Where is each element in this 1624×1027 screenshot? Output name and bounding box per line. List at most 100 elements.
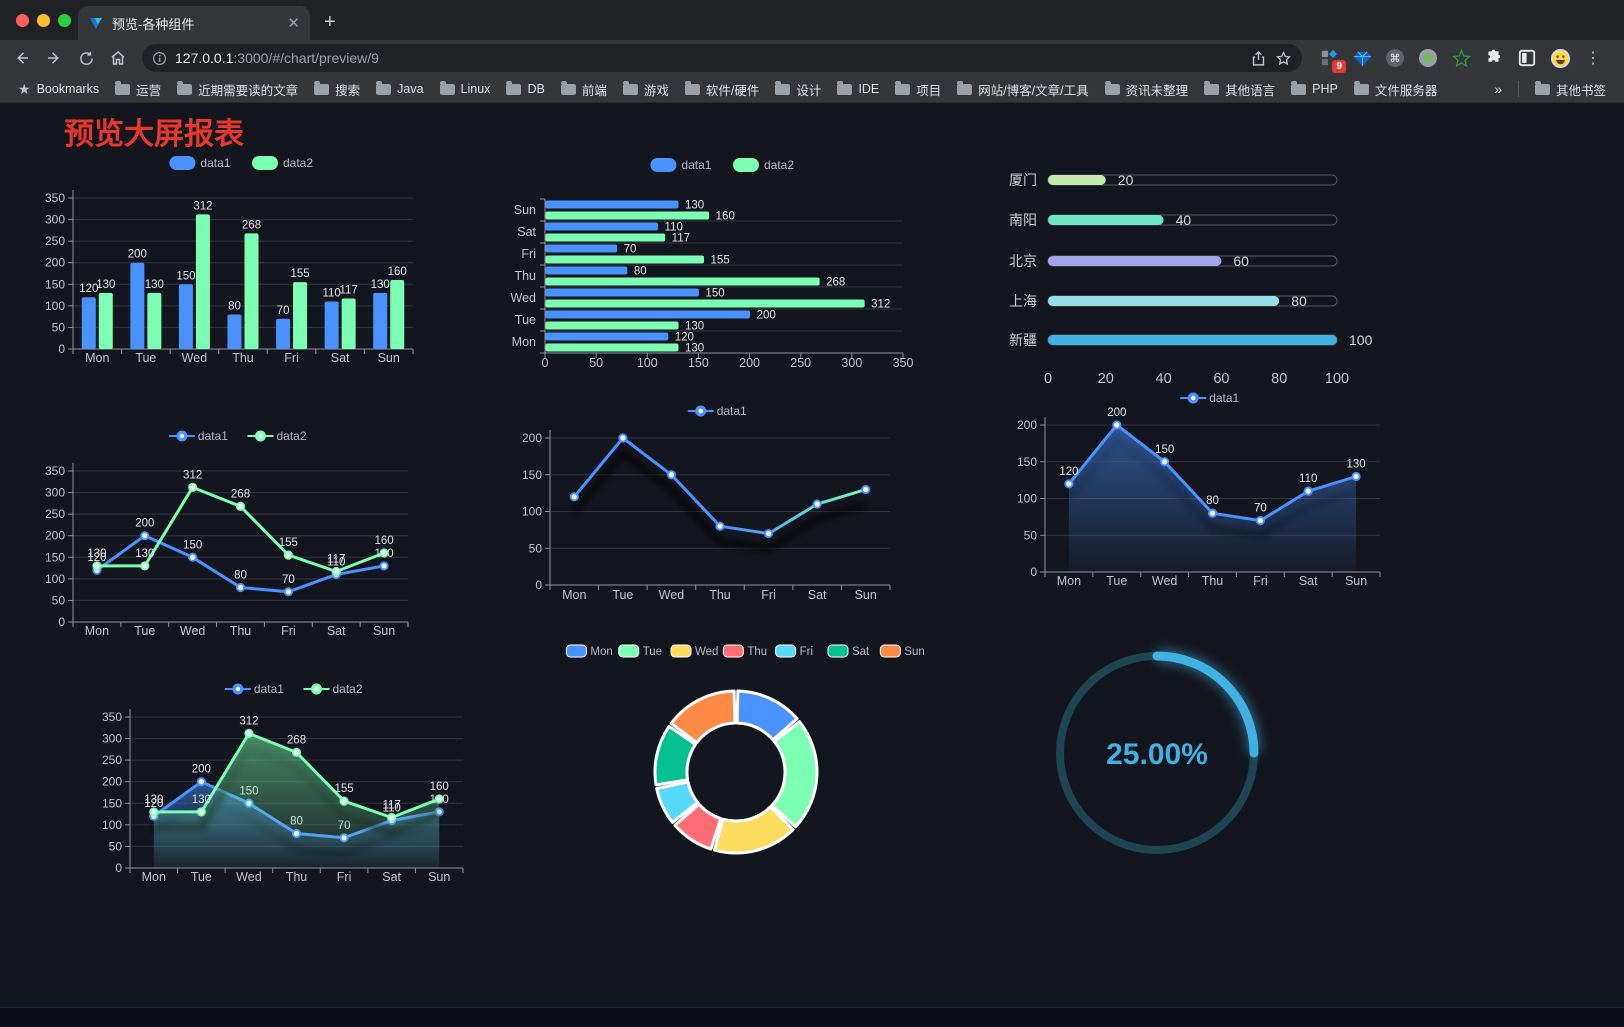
svg-text:20: 20 [1098, 371, 1114, 387]
svg-text:Thu: Thu [747, 646, 767, 658]
svg-text:130: 130 [135, 548, 154, 560]
svg-text:Wed: Wed [511, 291, 537, 305]
fullscreen-window-button[interactable] [58, 14, 71, 27]
bookmark-folder-item[interactable]: 近期需要读的文章 [171, 77, 304, 102]
bookmark-folder-item[interactable]: 软件/硬件 [679, 77, 765, 102]
browser-menu-icon[interactable]: ⋮ [1585, 50, 1601, 67]
area-line-chart[interactable]: data1 0 50 100 150 200 Mon Tue Wed Thu Fri Sat Sun 12… [980, 387, 1400, 601]
browser-tab[interactable]: 预览-各种组件 ✕ [78, 6, 310, 40]
svg-text:Wed: Wed [180, 624, 206, 638]
horizontal-bar-chart[interactable]: data1 data2 0 50 100 150 200 250 300 350 Mon 120 130… [503, 150, 933, 372]
svg-text:厦门: 厦门 [1009, 172, 1037, 188]
two-series-line-chart[interactable]: data1 data2 0 50 100 150 200 250 300 350 Mon Tue Wed… [40, 423, 460, 641]
svg-text:117: 117 [339, 285, 357, 297]
svg-text:312: 312 [193, 200, 212, 212]
close-window-button[interactable] [16, 14, 29, 27]
bookmark-folder-item[interactable]: 搜索 [308, 77, 366, 102]
extension-badge: 9 [1332, 60, 1346, 73]
tab-close-icon[interactable]: ✕ [287, 15, 300, 32]
svg-text:0: 0 [58, 615, 65, 629]
bookmark-folder-item[interactable]: 资讯未整理 [1099, 77, 1195, 102]
folder-icon [622, 80, 638, 95]
svg-text:Tue: Tue [191, 870, 212, 884]
extension-green-star-icon[interactable] [1450, 47, 1472, 69]
svg-text:100: 100 [1325, 371, 1349, 387]
svg-text:268: 268 [242, 219, 261, 231]
progress-bars-chart[interactable]: 厦门 20 南阳 40 北京 60 上海 80 新疆 100 0 20 40 60 80 100 [985, 158, 1405, 393]
tab-favicon-icon [90, 18, 102, 29]
forward-button[interactable] [40, 44, 68, 72]
bookmark-folder-item[interactable]: DB [500, 79, 550, 99]
grouped-bar-chart[interactable]: data1 data2 0 50 100 150 200 250 300 350 Mon Tue Wed… [40, 150, 460, 368]
bookmark-star-icon[interactable] [1275, 50, 1292, 67]
bookmark-folder-item[interactable]: 设计 [769, 77, 827, 102]
new-tab-button[interactable]: + [324, 11, 336, 33]
bookmark-folder-item[interactable]: 其他语言 [1198, 77, 1281, 102]
bookmarks-root[interactable]: ★ Bookmarks [18, 80, 100, 97]
svg-text:70: 70 [624, 244, 637, 256]
svg-text:155: 155 [334, 783, 353, 795]
svg-text:北京: 北京 [1009, 253, 1037, 269]
folder-icon [957, 80, 973, 95]
svg-text:Fri: Fri [761, 588, 776, 602]
extensions-puzzle-icon[interactable] [1483, 47, 1505, 69]
svg-text:200: 200 [135, 518, 154, 530]
minimize-window-button[interactable] [37, 14, 50, 27]
share-icon[interactable] [1250, 50, 1267, 67]
bookmark-folder-item[interactable]: 网站/博客/文章/工具 [951, 77, 1094, 102]
svg-text:150: 150 [688, 356, 709, 370]
url-text[interactable]: 127.0.0.1:3000/#/chart/preview/9 [175, 50, 379, 66]
extension-gem-icon[interactable] [1351, 47, 1373, 69]
svg-text:Thu: Thu [286, 870, 308, 884]
folder-icon [775, 80, 791, 95]
svg-text:150: 150 [183, 539, 202, 551]
svg-text:110: 110 [1299, 473, 1317, 485]
folder-icon [1353, 80, 1369, 95]
bookmark-folder-item[interactable]: Java [370, 79, 429, 99]
back-button[interactable] [8, 44, 36, 72]
bookmark-folder-item[interactable]: 文件服务器 [1348, 77, 1444, 102]
svg-text:50: 50 [52, 320, 66, 334]
bookmark-folder-item[interactable]: 项目 [889, 77, 947, 102]
svg-text:200: 200 [45, 256, 65, 270]
bookmark-folder-item[interactable]: 游戏 [617, 77, 675, 102]
bookmarks-overflow-chevron[interactable]: » [1494, 81, 1502, 97]
extension-grid-icon[interactable]: 9 [1318, 47, 1346, 73]
two-series-area-chart[interactable]: data1 data2 0 50 100 150 200 250 300 350 Mon Tue Wed… [100, 675, 520, 893]
folder-icon [837, 80, 853, 95]
reload-button[interactable] [72, 44, 100, 72]
gauge-chart[interactable]: 25.00% [1035, 638, 1280, 873]
donut-chart[interactable]: Mon Tue Wed Thu Fri Sat Sun [545, 638, 945, 983]
bookmark-folder-item[interactable]: 运营 [109, 77, 167, 102]
site-info-icon[interactable] [152, 51, 167, 66]
svg-text:80: 80 [1291, 293, 1307, 309]
home-button[interactable] [104, 44, 132, 72]
gradient-line-chart[interactable]: data1 0 50 100 150 200 Mon Tue Wed Thu Fri Sat Sun [498, 399, 918, 613]
svg-text:Sat: Sat [382, 870, 401, 884]
url-bar[interactable]: 127.0.0.1:3000/#/chart/preview/9 [142, 44, 1302, 72]
other-bookmarks-folder[interactable]: 其他书签 [1529, 77, 1612, 102]
svg-text:312: 312 [239, 715, 258, 727]
extension-command-icon[interactable]: ⌘ [1384, 47, 1406, 69]
bookmarks-separator [1517, 81, 1519, 97]
svg-text:data2: data2 [333, 682, 363, 696]
svg-text:200: 200 [102, 775, 122, 789]
svg-text:200: 200 [45, 529, 65, 543]
bookmark-folder-item[interactable]: IDE [831, 79, 885, 99]
svg-text:150: 150 [705, 288, 724, 300]
svg-text:110: 110 [327, 557, 345, 569]
svg-text:0: 0 [1044, 371, 1052, 387]
svg-text:130: 130 [87, 548, 106, 560]
svg-text:268: 268 [826, 277, 845, 289]
emoji-extension-icon[interactable] [1549, 47, 1571, 69]
svg-text:150: 150 [522, 468, 542, 482]
bookmark-folder-item[interactable]: 前端 [555, 77, 613, 102]
split-view-icon[interactable] [1516, 47, 1538, 69]
extension-record-icon[interactable] [1417, 47, 1439, 69]
svg-text:Thu: Thu [230, 624, 252, 638]
bookmark-folder-item[interactable]: Linux [434, 79, 497, 99]
svg-text:130: 130 [1346, 458, 1365, 470]
browser-titlebar: 预览-各种组件 ✕ + [0, 0, 1624, 40]
bookmark-folder-item[interactable]: PHP [1285, 79, 1344, 99]
svg-text:Wed: Wed [695, 646, 718, 658]
